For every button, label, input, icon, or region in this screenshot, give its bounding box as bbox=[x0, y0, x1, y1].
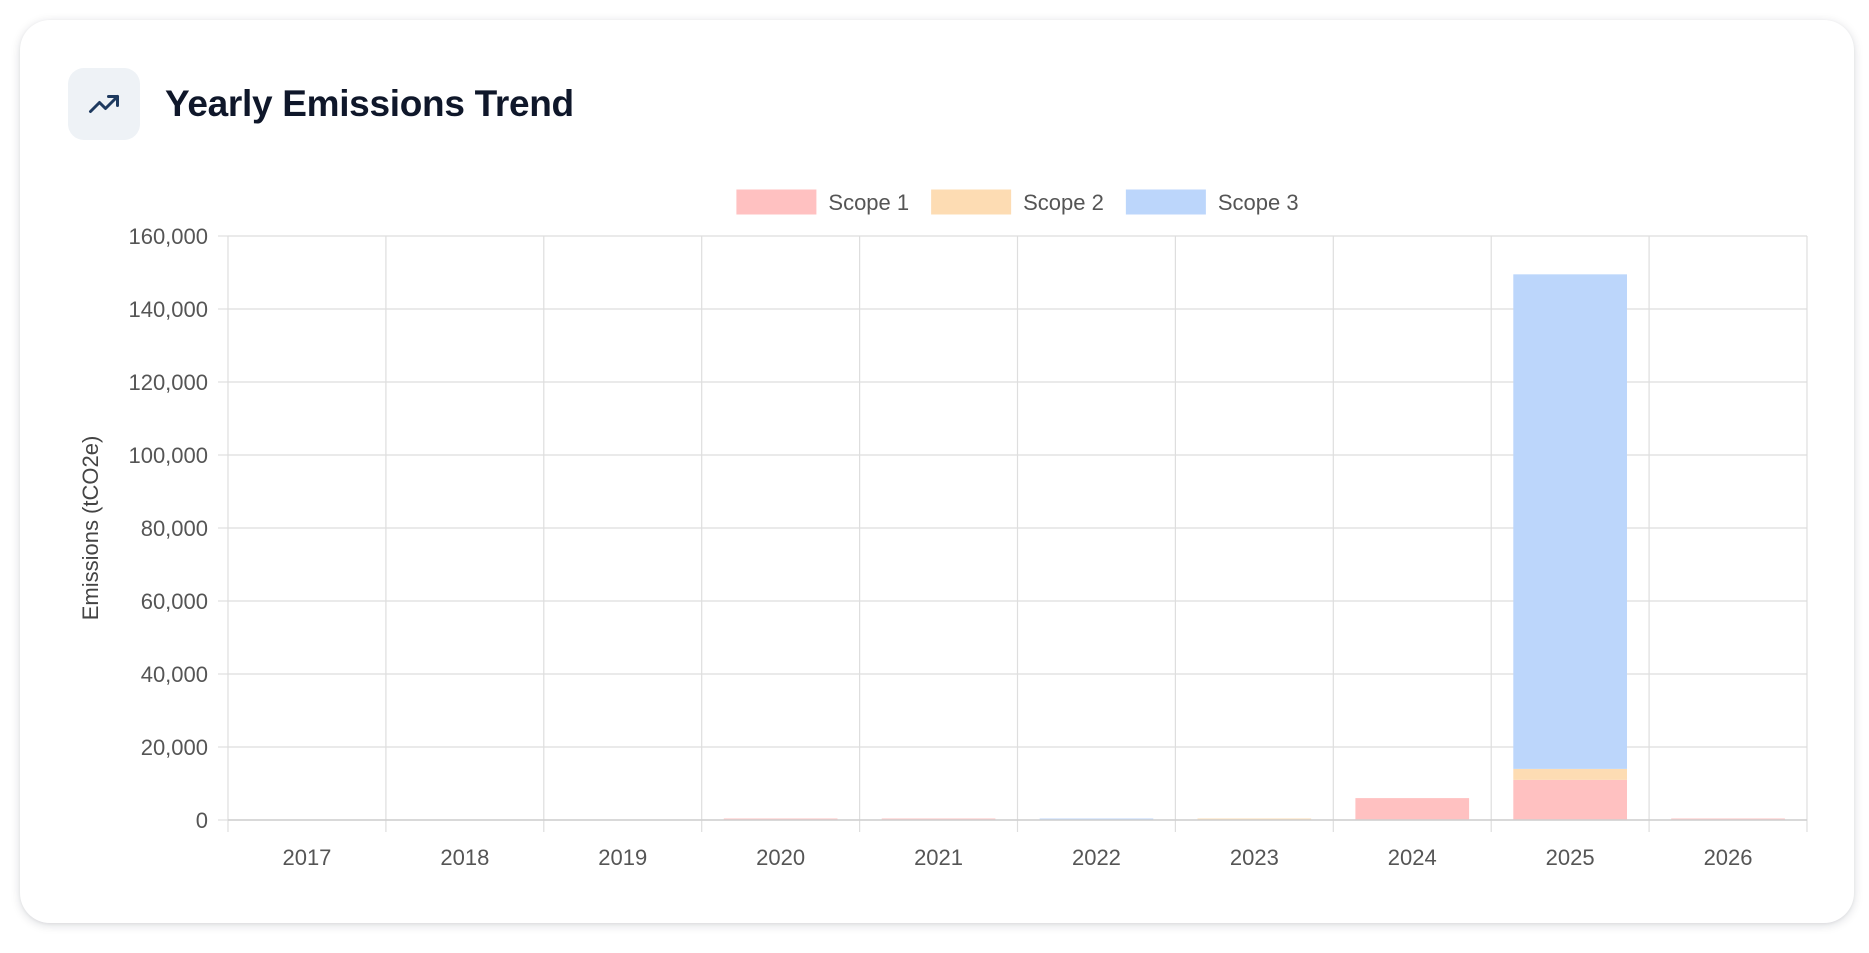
x-tick-label: 2018 bbox=[440, 845, 489, 870]
x-tick-label: 2017 bbox=[282, 845, 331, 870]
card-title: Yearly Emissions Trend bbox=[165, 82, 574, 124]
x-tick-label: 2024 bbox=[1388, 845, 1437, 870]
x-tick-label: 2022 bbox=[1072, 845, 1121, 870]
x-tick-label: 2020 bbox=[756, 845, 805, 870]
y-tick-label: 160,000 bbox=[128, 224, 208, 249]
legend-swatch-scope-3 bbox=[1125, 189, 1206, 215]
x-tick-label: 2019 bbox=[598, 845, 647, 870]
y-tick-label: 80,000 bbox=[141, 516, 208, 541]
y-tick-label: 60,000 bbox=[141, 589, 208, 614]
trending-up-icon bbox=[68, 67, 140, 140]
y-tick-label: 140,000 bbox=[128, 297, 208, 322]
x-tick-label: 2023 bbox=[1230, 845, 1279, 870]
card-header: Yearly Emissions Trend bbox=[68, 67, 574, 140]
y-tick-label: 120,000 bbox=[128, 370, 208, 395]
x-tick-label: 2025 bbox=[1546, 845, 1595, 870]
legend-swatch-scope-1 bbox=[736, 189, 817, 215]
legend-label-scope-2: Scope 2 bbox=[1023, 190, 1104, 215]
y-tick-label: 40,000 bbox=[141, 662, 208, 687]
chart-area: 0 20,000 40,000 60,000 80,000 100,000 120,000 1… bbox=[20, 20, 1854, 923]
bar-scope-2-2025 bbox=[1513, 768, 1627, 780]
y-tick-label: 20,000 bbox=[141, 735, 208, 760]
emissions-trend-card: Yearly Emissions Trend 0 20,000 40,000 60,0… bbox=[20, 20, 1854, 923]
bar-scope-1-2025 bbox=[1513, 779, 1627, 820]
bar-scope-1-2024 bbox=[1355, 798, 1470, 820]
legend-label-scope-1: Scope 1 bbox=[828, 190, 909, 215]
legend-swatch-scope-2 bbox=[931, 189, 1012, 215]
y-tick-label: 100,000 bbox=[128, 443, 208, 468]
x-tick-label: 2021 bbox=[914, 845, 963, 870]
legend-label-scope-3: Scope 3 bbox=[1218, 190, 1299, 215]
y-axis-label: Emissions (tCO2e) bbox=[78, 436, 103, 621]
y-tick-label: 0 bbox=[196, 808, 208, 833]
x-tick-label: 2026 bbox=[1704, 845, 1753, 870]
stacked-bar-chart: 0 20,000 40,000 60,000 80,000 100,000 120,000 1… bbox=[78, 189, 1808, 870]
bar-scope-3-2025 bbox=[1513, 274, 1627, 769]
